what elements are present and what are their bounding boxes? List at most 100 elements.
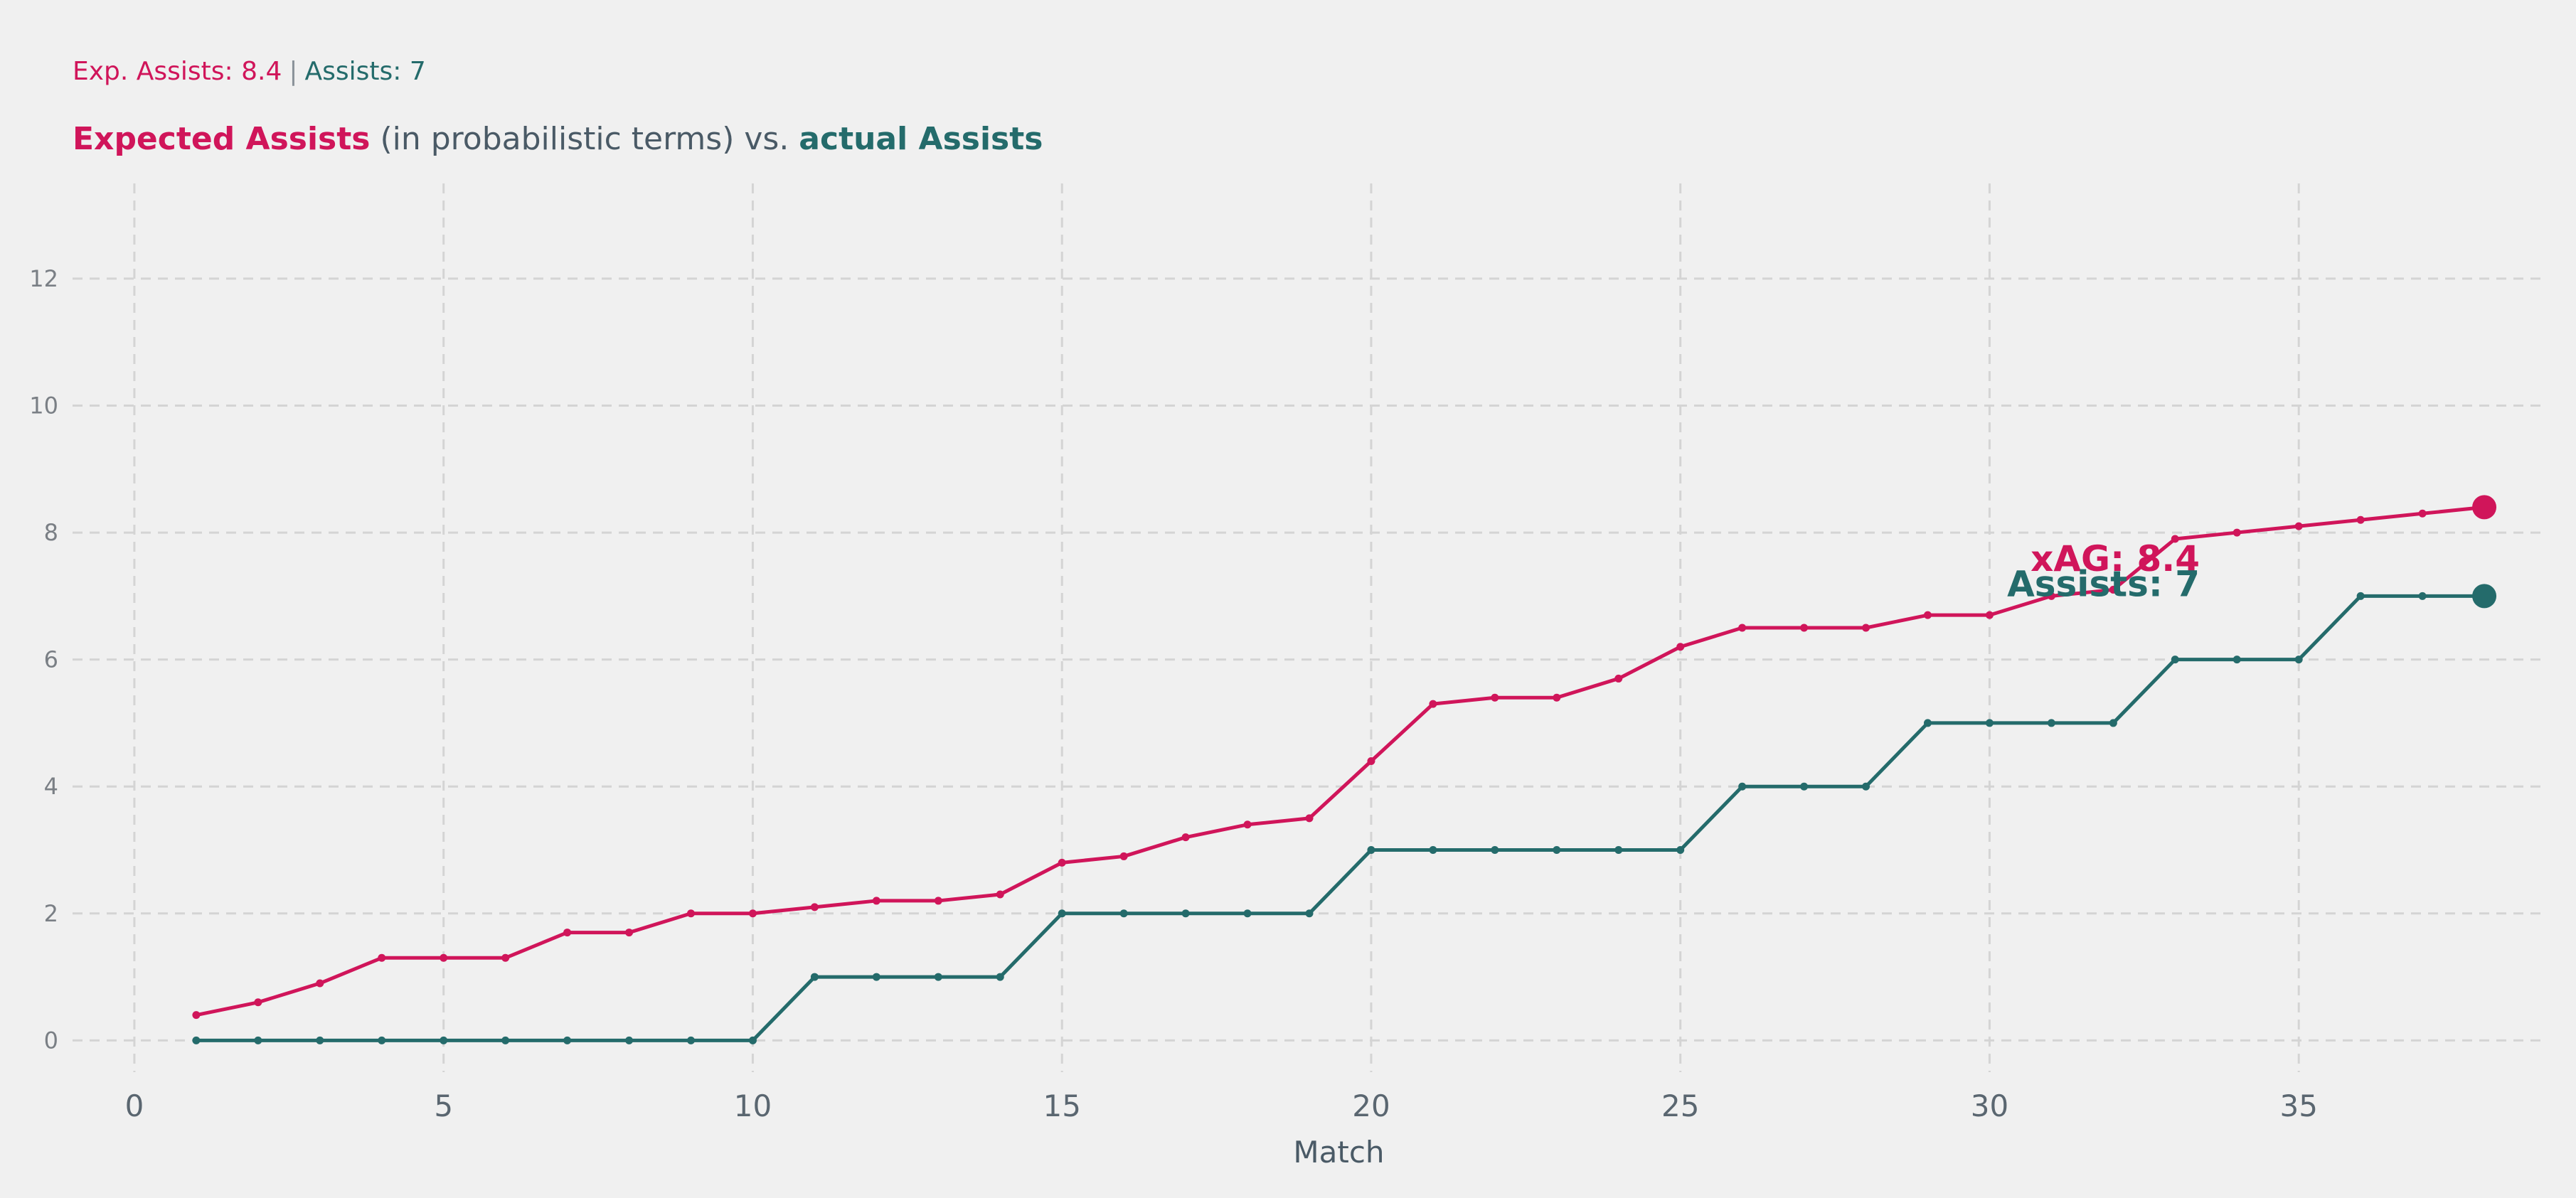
xa-point [1429, 700, 1437, 708]
expected-assists-stat: Exp. Assists: 8.4 [73, 57, 282, 86]
ac-point [934, 973, 942, 981]
ac-point [2047, 719, 2055, 727]
xa-point [1985, 611, 1994, 619]
ac-point [1553, 846, 1561, 854]
ac-point [687, 1036, 695, 1044]
xa-point [1676, 643, 1685, 651]
x-tick-label: 20 [1352, 1089, 1390, 1123]
xa-point [1491, 693, 1499, 702]
xa-point [748, 909, 757, 918]
y-tick-label: 2 [44, 900, 58, 927]
y-tick-label: 0 [44, 1027, 58, 1054]
series-group [192, 495, 2497, 1044]
xa-point [1924, 611, 1932, 619]
xa-point [2356, 515, 2365, 524]
xa-point [687, 909, 695, 918]
chart-title: Expected Assists (in probabilistic terms… [73, 121, 1043, 157]
y-tick-label: 12 [29, 265, 58, 292]
x-tick-label: 0 [125, 1089, 144, 1123]
xa-point [934, 897, 942, 905]
annotation-assists: Assists: 7 [2007, 564, 2200, 605]
x-tick-label: 5 [434, 1089, 453, 1123]
xa-point [872, 897, 880, 905]
stats-summary: Exp. Assists: 8.4 | Assists: 7 [73, 57, 426, 86]
ac-point [2171, 656, 2179, 664]
ac-point [2356, 592, 2365, 600]
x-tick-labels: 0 5 10 15 20 25 30 35 [125, 1089, 2318, 1123]
xa-point [1862, 624, 1870, 632]
xa-point [2294, 522, 2303, 530]
title-actual-assists: actual Assists [799, 121, 1043, 157]
xa-point [2109, 585, 2117, 594]
ac-point [1800, 782, 1809, 791]
ac-point [1676, 846, 1685, 854]
y-tick-label: 6 [44, 646, 58, 673]
ac-point [254, 1036, 262, 1044]
ac-point [563, 1036, 572, 1044]
xa-point [625, 929, 634, 937]
ac-point [316, 1036, 324, 1044]
ac-point [501, 1036, 510, 1044]
annotation-xag: xAG: 8.4 [2031, 538, 2200, 579]
xa-point [1738, 624, 1747, 632]
title-middle: (in probabilistic terms) vs. [370, 121, 799, 157]
ac-point [1429, 846, 1437, 854]
ac-series-line [196, 594, 2485, 1042]
xa-point [254, 998, 262, 1007]
ac-point [192, 1036, 201, 1044]
stat-separator: | [289, 57, 298, 86]
xa-point [2418, 509, 2427, 518]
xa-point [501, 953, 510, 962]
assists-stat: Assists: 7 [304, 57, 426, 86]
ac-point [2109, 719, 2117, 727]
ac-point [378, 1036, 386, 1044]
xa-point [2171, 535, 2179, 543]
xa-point [1243, 820, 1252, 829]
ac-point [1119, 909, 1128, 918]
title-expected-assists: Expected Assists [73, 121, 371, 157]
ac-point [1367, 846, 1375, 854]
y-tick-label: 8 [44, 519, 58, 546]
x-tick-label: 10 [734, 1089, 772, 1123]
xa-point [1367, 757, 1375, 765]
ac-point [996, 973, 1004, 981]
ac-point [2232, 656, 2241, 664]
y-tick-label: 10 [29, 392, 58, 419]
xa-point [1305, 814, 1314, 823]
ac-point [2418, 592, 2427, 600]
xa-series-line [196, 505, 2485, 1017]
ac-point [1738, 782, 1747, 791]
xa-point [1553, 693, 1561, 702]
xa-point [2232, 528, 2241, 537]
ac-point [1305, 909, 1314, 918]
xa-point [440, 953, 448, 962]
ac-point [1243, 909, 1252, 918]
xa-point [563, 929, 572, 937]
ac-point [1058, 909, 1066, 918]
xa-point [1181, 833, 1190, 842]
ac-point [872, 973, 880, 981]
ac-point [625, 1036, 634, 1044]
xa-point [316, 979, 324, 988]
xa-point [810, 903, 819, 911]
y-tick-label: 4 [44, 773, 58, 800]
ac-point [1862, 782, 1870, 791]
x-tick-label: 30 [1971, 1089, 2008, 1123]
xa-point [1800, 624, 1809, 632]
ac-point [1491, 846, 1499, 854]
x-tick-label: 15 [1043, 1089, 1080, 1123]
xa-point [1119, 852, 1128, 860]
x-tick-label: 25 [1661, 1089, 1699, 1123]
xa-point [996, 890, 1004, 899]
ac-point [810, 973, 819, 981]
y-tick-labels: 0 2 4 6 8 10 12 [29, 265, 58, 1054]
x-tick-label: 35 [2279, 1089, 2317, 1123]
ac-point [748, 1036, 757, 1044]
ac-point [1985, 719, 1994, 727]
ac-point [1181, 909, 1190, 918]
grid-lines [73, 183, 2546, 1072]
ac-point [440, 1036, 448, 1044]
xa-point [2047, 592, 2055, 600]
